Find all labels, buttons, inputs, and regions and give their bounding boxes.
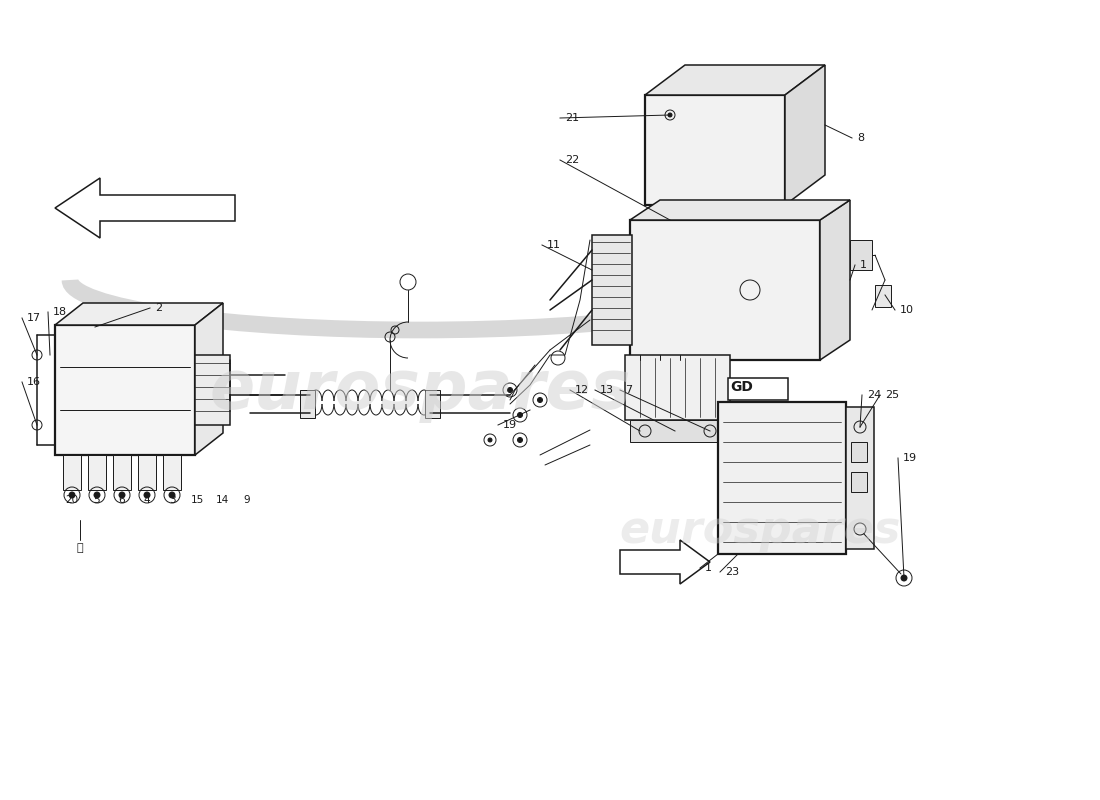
Text: 9: 9 — [244, 495, 251, 505]
Polygon shape — [620, 540, 710, 584]
Circle shape — [488, 438, 492, 442]
Text: 4: 4 — [144, 495, 151, 505]
Bar — [654, 205, 776, 235]
Bar — [851, 472, 867, 492]
Text: 20: 20 — [65, 495, 78, 505]
Text: 13: 13 — [600, 385, 614, 395]
Text: 1: 1 — [860, 260, 867, 270]
Bar — [425, 390, 440, 418]
Text: 5: 5 — [94, 495, 100, 505]
Circle shape — [538, 398, 542, 402]
Text: eurospares: eurospares — [619, 509, 901, 551]
Text: 25: 25 — [886, 390, 899, 400]
Text: 21: 21 — [565, 113, 579, 123]
Text: GD: GD — [730, 380, 754, 394]
Bar — [846, 407, 874, 549]
Bar — [851, 442, 867, 462]
Text: 12: 12 — [575, 385, 590, 395]
Polygon shape — [630, 200, 850, 220]
Text: 15: 15 — [190, 495, 204, 505]
Bar — [728, 378, 788, 400]
Polygon shape — [55, 178, 235, 238]
Bar — [163, 455, 182, 490]
Bar — [300, 390, 315, 418]
Bar — [55, 325, 195, 455]
Circle shape — [668, 113, 672, 117]
Bar — [625, 355, 730, 420]
Bar — [195, 355, 230, 425]
Bar — [630, 220, 820, 360]
Text: 19: 19 — [503, 420, 517, 430]
Bar — [874, 285, 891, 307]
Circle shape — [119, 492, 125, 498]
Circle shape — [169, 492, 175, 498]
Circle shape — [144, 492, 150, 498]
Circle shape — [517, 438, 522, 442]
Bar — [630, 420, 725, 442]
Text: 7: 7 — [625, 385, 632, 395]
Text: ⏚: ⏚ — [77, 543, 84, 553]
Circle shape — [94, 492, 100, 498]
Polygon shape — [645, 65, 825, 95]
Bar — [63, 455, 81, 490]
Text: 1: 1 — [705, 563, 712, 573]
Circle shape — [901, 575, 908, 581]
Bar — [718, 402, 846, 554]
Text: 2: 2 — [155, 303, 162, 313]
Text: 3: 3 — [168, 495, 175, 505]
Text: 24: 24 — [867, 390, 881, 400]
Polygon shape — [785, 65, 825, 205]
Polygon shape — [195, 303, 223, 455]
Bar — [645, 95, 785, 205]
Polygon shape — [55, 303, 223, 325]
Bar — [88, 455, 106, 490]
Bar — [113, 455, 131, 490]
Text: 22: 22 — [565, 155, 580, 165]
Text: 14: 14 — [216, 495, 229, 505]
Text: 16: 16 — [28, 377, 41, 387]
Text: 18: 18 — [53, 307, 67, 317]
Bar — [592, 235, 632, 345]
Text: 23: 23 — [725, 567, 739, 577]
Text: 11: 11 — [547, 240, 561, 250]
Text: 10: 10 — [900, 305, 914, 315]
Circle shape — [69, 492, 75, 498]
Bar — [138, 455, 156, 490]
Text: 8: 8 — [857, 133, 865, 143]
Bar — [850, 240, 872, 270]
Text: 17: 17 — [28, 313, 41, 323]
Text: eurospares: eurospares — [209, 357, 630, 423]
Circle shape — [507, 387, 513, 393]
Polygon shape — [820, 200, 850, 360]
Circle shape — [517, 413, 522, 418]
Text: 6: 6 — [119, 495, 125, 505]
Text: 19: 19 — [903, 453, 917, 463]
